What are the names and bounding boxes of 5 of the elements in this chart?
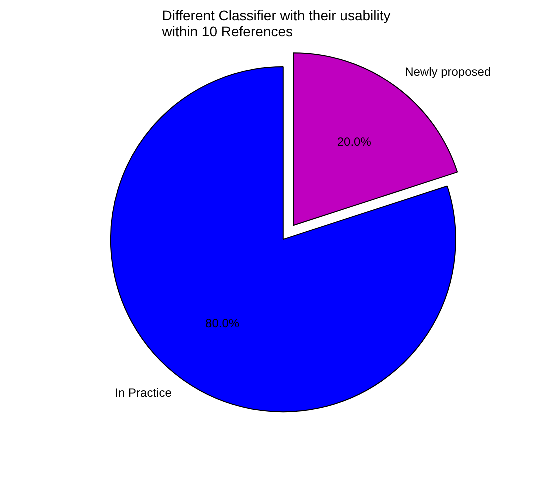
data-label: 80.0% [206, 316, 240, 330]
chart-title: Different Classifier with their usability within 10 References [161, 8, 391, 40]
data-label: 20.0% [337, 134, 372, 149]
slice-label: Newly proposed [405, 64, 492, 79]
slice-label: In Practice [115, 386, 172, 400]
